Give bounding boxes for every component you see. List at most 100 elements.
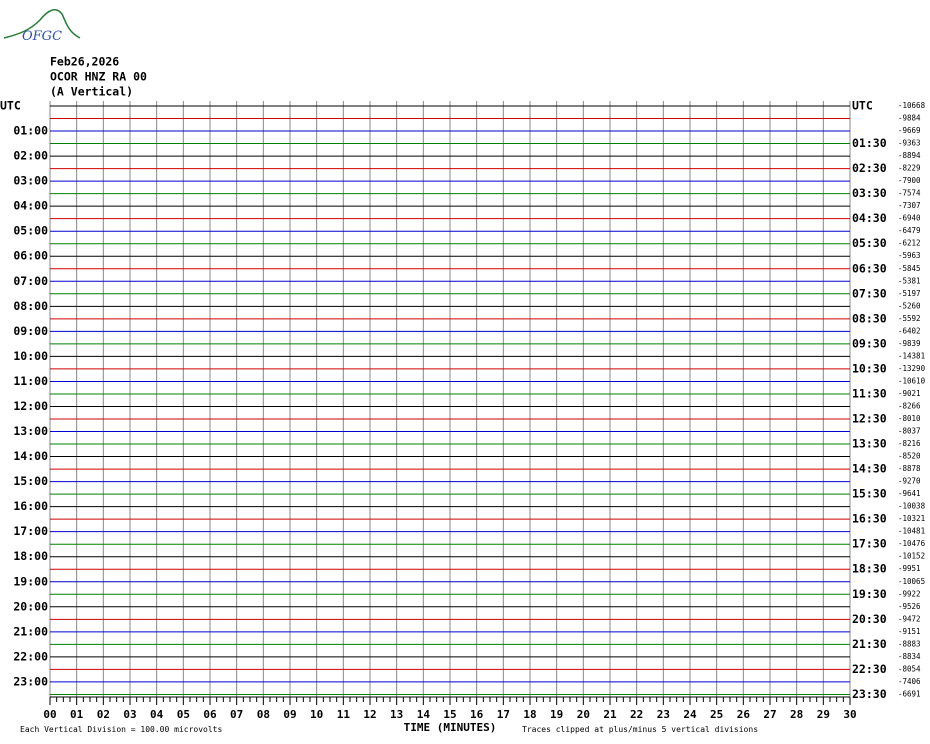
- trace-offset: -9472: [898, 614, 921, 623]
- left-time-label: 01:00: [13, 124, 48, 138]
- clip-note: Traces clipped at plus/minus 5 vertical …: [522, 725, 758, 734]
- trace-offset: -5260: [898, 301, 921, 310]
- x-tick-label: 28: [790, 708, 803, 721]
- trace-offset: -10152: [898, 552, 925, 561]
- left-time-label: 20:00: [13, 599, 48, 613]
- trace-offset: -8010: [898, 414, 921, 423]
- right-time-label: 17:30: [852, 537, 887, 551]
- trace-offset: -14381: [898, 351, 925, 360]
- x-tick-label: 04: [150, 708, 164, 721]
- trace-offset: -5197: [898, 289, 921, 298]
- trace-offset: -9922: [898, 589, 921, 598]
- trace-offset: -6402: [898, 326, 921, 335]
- right-time-label: 04:30: [852, 211, 887, 225]
- trace-offset: -6212: [898, 239, 921, 248]
- right-time-label: 13:30: [852, 437, 887, 451]
- left-time-label: 16:00: [13, 499, 48, 513]
- x-tick-label: 09: [283, 708, 296, 721]
- trace-offset: -10481: [898, 527, 925, 536]
- trace-offset: -8229: [898, 164, 921, 173]
- trace-offset: -9669: [898, 126, 921, 135]
- left-time-label: 10:00: [13, 349, 48, 363]
- left-time-label: UTC: [0, 99, 21, 113]
- component: (A Vertical): [50, 85, 133, 99]
- right-time-label: UTC: [852, 99, 873, 113]
- x-tick-label: 10: [310, 708, 323, 721]
- left-time-label: 06:00: [13, 249, 48, 263]
- trace-offset: -9021: [898, 389, 921, 398]
- trace-offset: -9526: [898, 602, 921, 611]
- left-time-label: 05:00: [13, 224, 48, 238]
- left-time-label: 09:00: [13, 324, 48, 338]
- right-time-label: 11:30: [852, 386, 887, 400]
- trace-offset: -6479: [898, 226, 921, 235]
- trace-offset: -8054: [898, 664, 921, 673]
- x-tick-label: 08: [257, 708, 270, 721]
- trace-offset: -10065: [898, 577, 925, 586]
- x-tick-label: 13: [390, 708, 403, 721]
- right-time-label: 20:30: [852, 612, 887, 626]
- right-time-label: 18:30: [852, 562, 887, 576]
- trace-offset: -7574: [898, 189, 921, 198]
- right-time-label: 06:30: [852, 261, 887, 275]
- x-tick-label: 07: [230, 708, 243, 721]
- trace-offset: -5845: [898, 264, 921, 273]
- x-tick-label: 21: [603, 708, 617, 721]
- x-tick-label: 27: [763, 708, 776, 721]
- right-time-label: 12:30: [852, 412, 887, 426]
- trace-offset: -9363: [898, 139, 921, 148]
- trace-offset: -10668: [898, 101, 926, 110]
- trace-offset: -7406: [898, 677, 921, 686]
- x-tick-label: 01: [70, 708, 84, 721]
- right-time-label: 21:30: [852, 637, 887, 651]
- logo: OFGC: [22, 29, 62, 44]
- left-time-label: 02:00: [13, 149, 48, 163]
- trace-offset: -8883: [898, 639, 921, 648]
- trace-offset: -9151: [898, 627, 921, 636]
- x-tick-label: 12: [363, 708, 376, 721]
- scale-note: Each Vertical Division = 100.00 microvol…: [20, 725, 222, 734]
- x-axis-title: TIME (MINUTES): [404, 721, 497, 734]
- right-time-label: 19:30: [852, 587, 887, 601]
- x-tick-label: 06: [203, 708, 217, 721]
- x-tick-label: 02: [97, 708, 110, 721]
- trace-offset: -5592: [898, 314, 921, 323]
- right-time-label: 22:30: [852, 662, 887, 676]
- trace-offset: -7307: [898, 201, 921, 210]
- trace-offset: -6940: [898, 214, 921, 223]
- x-tick-label: 26: [737, 708, 751, 721]
- x-tick-label: 17: [497, 708, 510, 721]
- trace-offset: -8894: [898, 151, 921, 160]
- trace-offset: -10321: [898, 514, 925, 523]
- x-tick-label: 19: [550, 708, 563, 721]
- right-time-label: 01:30: [852, 136, 887, 150]
- logo-mark: [3, 9, 81, 39]
- trace-offset: -8037: [898, 427, 921, 436]
- x-tick-label: 24: [683, 708, 697, 721]
- trace-offset: -5963: [898, 251, 921, 260]
- right-time-label: 02:30: [852, 161, 887, 175]
- left-time-label: 18:00: [13, 549, 48, 563]
- left-time-label: 23:00: [13, 674, 48, 688]
- right-time-label: 10:30: [852, 361, 887, 375]
- left-time-label: 08:00: [13, 299, 48, 313]
- left-time-label: 04:00: [13, 199, 48, 213]
- trace-offset: -6691: [898, 689, 921, 698]
- left-time-label: 22:00: [13, 649, 48, 663]
- trace-offset: -7900: [898, 176, 921, 185]
- left-time-label: 13:00: [13, 424, 48, 438]
- left-time-label: 21:00: [13, 624, 48, 638]
- x-tick-label: 05: [177, 708, 190, 721]
- x-tick-label: 16: [470, 708, 484, 721]
- right-time-label: 05:30: [852, 236, 887, 250]
- trace-offset: -10610: [898, 376, 926, 385]
- left-time-label: 17:00: [13, 524, 48, 538]
- x-tick-label: 22: [630, 708, 643, 721]
- trace-offset: -8266: [898, 401, 921, 410]
- trace-offset: -9884: [898, 114, 921, 123]
- x-tick-label: 03: [123, 708, 136, 721]
- x-tick-label: 18: [523, 708, 536, 721]
- x-tick-label: 00: [43, 708, 56, 721]
- trace-offset: -9839: [898, 339, 921, 348]
